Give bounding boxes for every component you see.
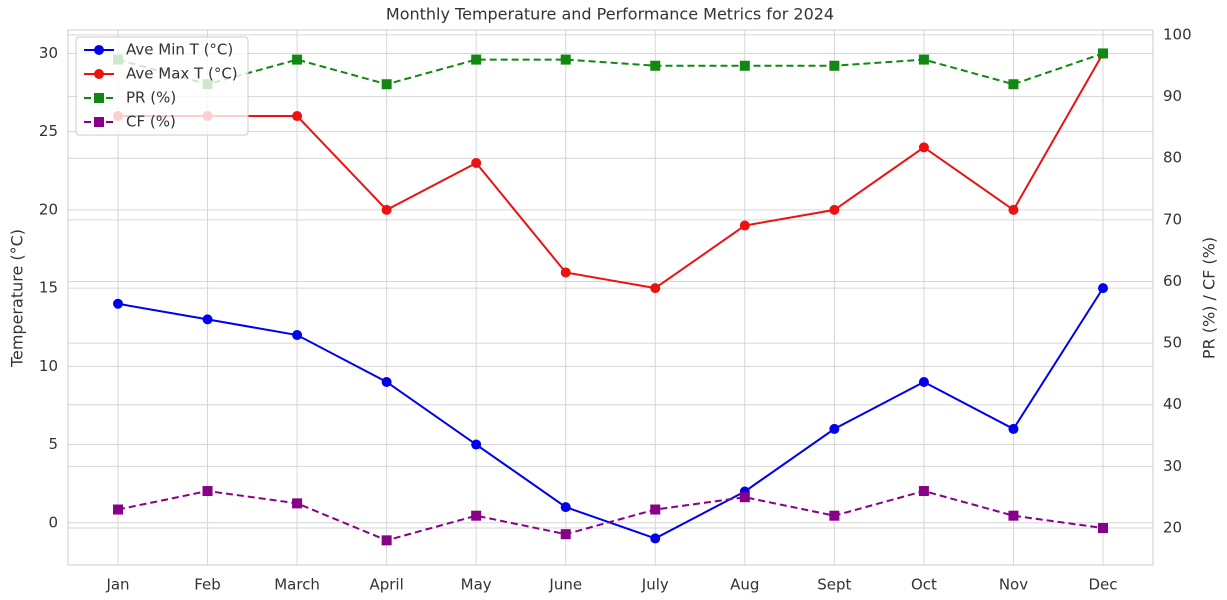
y-tick-label: 15 xyxy=(39,279,58,297)
y2-tick-label: 30 xyxy=(1163,457,1182,475)
point xyxy=(381,376,392,387)
y2-tick-label: 60 xyxy=(1163,272,1182,290)
legend-marker xyxy=(94,93,104,103)
point xyxy=(739,492,750,503)
x-tick-label: Oct xyxy=(911,576,937,594)
chart-title: Monthly Temperature and Performance Metr… xyxy=(386,5,834,24)
point xyxy=(292,498,303,509)
x-tick-label: March xyxy=(274,576,320,594)
series-line xyxy=(117,52,1104,86)
legend: Ave Min T (°C) Ave Max T (°C) PR (%) CF (%) xyxy=(75,36,249,136)
point xyxy=(1008,510,1019,521)
legend-label: PR (%) xyxy=(126,89,176,107)
point xyxy=(471,439,482,450)
series-line xyxy=(117,489,1104,542)
point xyxy=(918,486,929,497)
point xyxy=(560,529,571,540)
legend-marker xyxy=(94,69,104,79)
y-tick-label: 10 xyxy=(39,357,58,375)
point xyxy=(471,157,482,168)
point xyxy=(829,510,840,521)
point xyxy=(202,314,213,325)
point xyxy=(739,60,750,71)
legend-label: Ave Min T (°C) xyxy=(126,41,233,59)
x-tick-label: Aug xyxy=(730,576,759,594)
point xyxy=(292,54,303,65)
series-line xyxy=(117,287,1104,540)
x-tick-label: Nov xyxy=(999,576,1028,594)
point xyxy=(113,298,123,309)
point xyxy=(918,376,929,387)
y2-axis-label: PR (%) / CF (%) xyxy=(1200,237,1219,359)
point xyxy=(381,204,392,215)
point xyxy=(560,502,571,513)
point xyxy=(650,283,661,294)
point xyxy=(560,267,571,278)
y2-tick-label: 40 xyxy=(1163,395,1182,413)
y-tick-label: 20 xyxy=(39,200,58,218)
point xyxy=(1098,48,1108,59)
point xyxy=(381,535,392,546)
series-line xyxy=(118,52,1104,290)
x-tick-label: April xyxy=(369,576,403,594)
point xyxy=(560,54,571,65)
y-tick-label: 0 xyxy=(48,513,58,531)
y-tick-label: 5 xyxy=(48,435,58,453)
y-tick-label: 25 xyxy=(39,122,58,140)
x-tick-label: Feb xyxy=(194,576,221,594)
point xyxy=(918,54,929,65)
y2-tick-label: 90 xyxy=(1163,87,1182,105)
point xyxy=(829,60,840,71)
legend-label: Ave Max T (°C) xyxy=(126,65,238,83)
legend-box xyxy=(75,36,249,136)
point xyxy=(1008,423,1019,434)
point xyxy=(1098,283,1108,294)
y2-tick-label: 80 xyxy=(1163,149,1182,167)
point xyxy=(471,54,482,65)
y2-tick-label: 70 xyxy=(1163,210,1182,228)
point xyxy=(650,504,661,515)
point xyxy=(381,79,392,90)
y-tick-label: 30 xyxy=(39,44,58,62)
point xyxy=(1008,204,1019,215)
legend-marker xyxy=(94,117,104,127)
x-tick-label: Dec xyxy=(1088,576,1117,594)
y2-tick-label: 100 xyxy=(1163,25,1192,43)
point xyxy=(829,204,840,215)
point xyxy=(292,330,303,341)
point xyxy=(650,60,661,71)
legend-marker xyxy=(94,45,104,55)
point xyxy=(829,423,840,434)
legend-label: CF (%) xyxy=(126,113,176,131)
point xyxy=(202,486,213,497)
x-tick-label: Jan xyxy=(105,576,129,594)
y2-tick-label: 20 xyxy=(1163,519,1182,537)
point xyxy=(292,111,303,122)
x-tick-label: May xyxy=(461,576,492,594)
x-tick-label: June xyxy=(548,576,582,594)
point xyxy=(113,504,123,515)
point xyxy=(1008,79,1019,90)
point xyxy=(1098,523,1108,534)
x-tick-label: July xyxy=(641,576,669,594)
point xyxy=(650,533,661,544)
point xyxy=(471,510,482,521)
y2-tick-label: 50 xyxy=(1163,334,1182,352)
y-axis-label: Temperature (°C) xyxy=(8,229,27,368)
plot-frame xyxy=(67,29,1154,566)
point xyxy=(918,142,929,153)
point xyxy=(739,220,750,231)
x-tick-label: Sept xyxy=(817,576,851,594)
